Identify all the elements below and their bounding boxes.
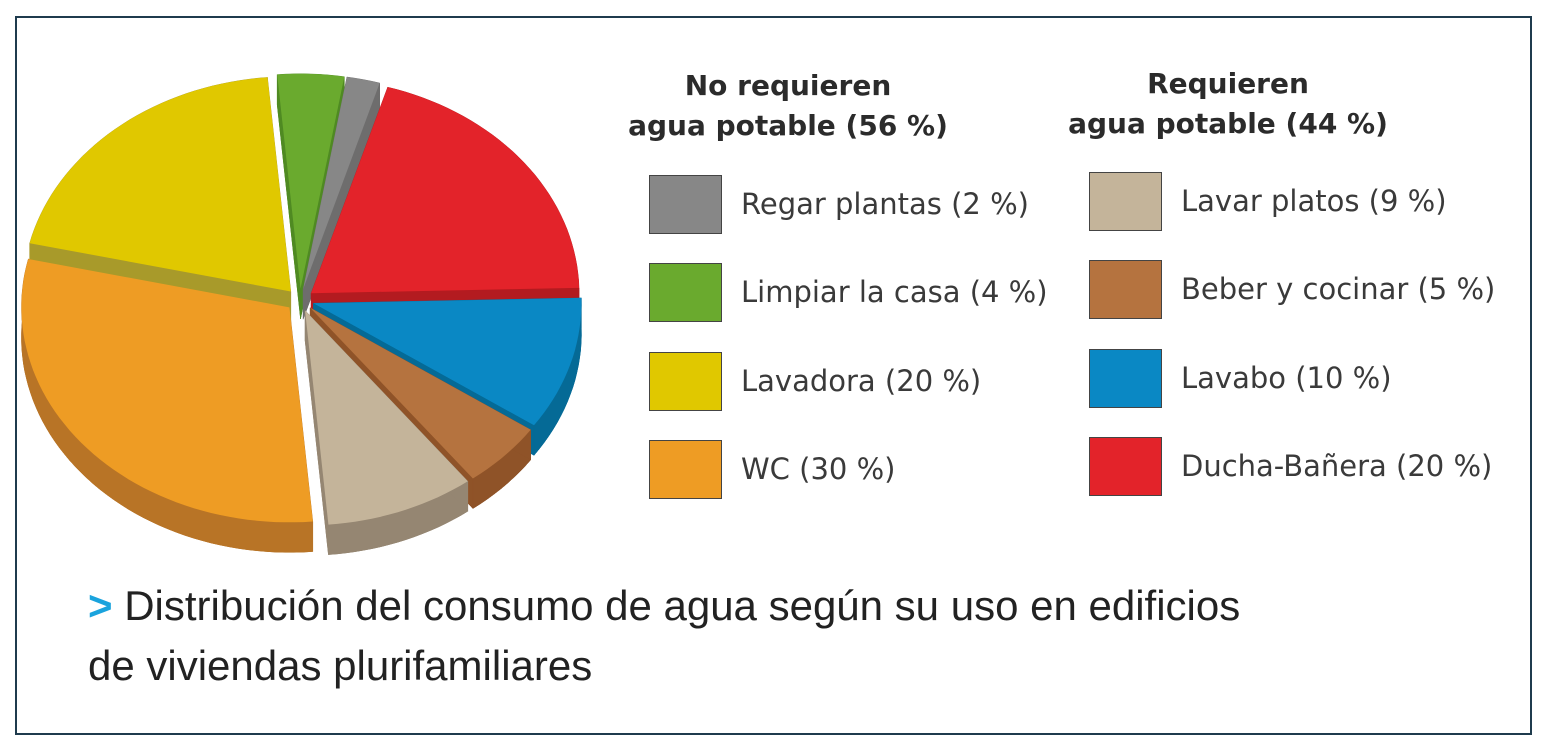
chart-caption: > Distribución del consumo de agua según… — [88, 576, 1388, 696]
legend-swatch — [1089, 436, 1162, 496]
legend-heading-potable: Requieren agua potable (44 %) — [1050, 64, 1406, 144]
legend-swatch — [649, 351, 722, 411]
legend-label: WC (30 %) — [741, 452, 896, 486]
pie-slice-limpiar-la-casa — [277, 73, 345, 289]
legend-label: Limpiar la casa (4 %) — [741, 275, 1048, 309]
legend-label: Ducha-Bañera (20 %) — [1181, 449, 1493, 483]
pie-slice-ducha-bañera — [311, 87, 579, 294]
legend-heading-line: No requieren — [684, 69, 892, 102]
legend-item: Beber y cocinar (5 %) — [1089, 259, 1495, 319]
legend-label: Lavabo (10 %) — [1181, 361, 1392, 395]
pie-slice-lavar-platos — [305, 310, 468, 525]
legend-heading-line: agua potable (44 %) — [1068, 107, 1388, 140]
legend-heading-line: Requieren — [1147, 67, 1309, 100]
pie-chart — [21, 73, 582, 555]
legend-swatch — [649, 262, 722, 322]
legend-label: Lavar platos (9 %) — [1181, 184, 1447, 218]
caption-marker: > — [88, 582, 113, 629]
pie-slice-regar-plantas — [303, 77, 380, 290]
legend-item: Lavabo (10 %) — [1089, 348, 1392, 408]
legend-item: Ducha-Bañera (20 %) — [1089, 436, 1492, 496]
pie-slice-lavadora — [29, 77, 291, 292]
legend-swatch — [1089, 348, 1162, 408]
caption-line: Distribución del consumo de agua según s… — [124, 582, 1241, 629]
legend-item: Lavar platos (9 %) — [1089, 171, 1447, 231]
legend-heading-no-potable: No requieren agua potable (56 %) — [610, 66, 966, 146]
pie-slice-wc — [21, 259, 313, 523]
legend-item: Regar plantas (2 %) — [649, 174, 1029, 234]
legend-item: Lavadora (20 %) — [649, 351, 981, 411]
legend-label: Regar plantas (2 %) — [741, 187, 1029, 221]
legend-swatch — [649, 439, 722, 499]
legend-item: WC (30 %) — [649, 439, 895, 499]
legend-swatch — [649, 174, 722, 234]
pie-slice-beber-y-cocinar — [310, 307, 531, 479]
legend-item: Limpiar la casa (4 %) — [649, 262, 1048, 322]
legend-label: Beber y cocinar (5 %) — [1181, 272, 1496, 306]
legend-swatch — [1089, 259, 1162, 319]
chart-frame — [15, 16, 1532, 735]
pie-slice-lavabo — [313, 297, 582, 426]
legend-swatch — [1089, 171, 1162, 231]
legend-heading-line: agua potable (56 %) — [628, 109, 948, 142]
legend-label: Lavadora (20 %) — [741, 364, 982, 398]
caption-line: de viviendas plurifamiliares — [88, 642, 593, 689]
